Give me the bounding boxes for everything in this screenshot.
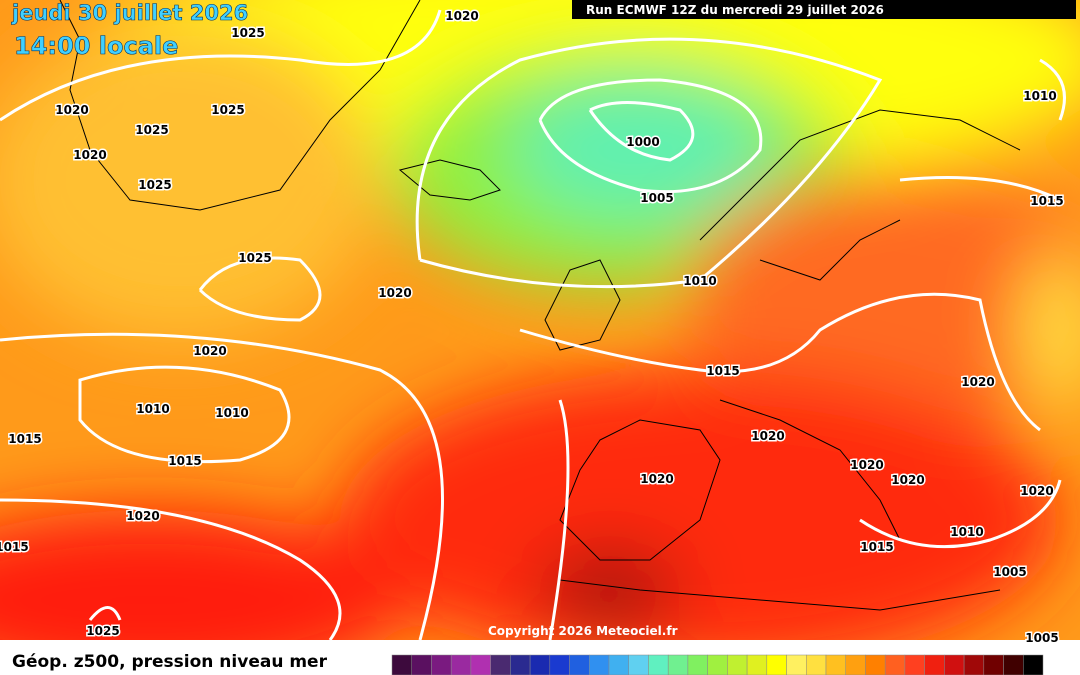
isobar-label: 1025 — [138, 178, 171, 192]
isobar-label: 1025 — [238, 251, 271, 265]
color-swatch — [1023, 654, 1044, 675]
isobar-label: 1000 — [626, 135, 659, 149]
isobar-label: 1005 — [1025, 631, 1058, 645]
isobar-label: 1020 — [891, 473, 924, 487]
isobar-label: 1025 — [135, 123, 168, 137]
color-swatch — [766, 654, 787, 675]
isobar-label: 1015 — [860, 540, 893, 554]
color-swatch — [648, 654, 669, 675]
run-bar — [572, 0, 1076, 19]
color-swatch — [707, 654, 728, 675]
isobar-label: 1015 — [706, 364, 739, 378]
color-swatch — [529, 654, 551, 675]
color-swatch — [569, 654, 590, 675]
color-swatch — [687, 654, 708, 675]
isobar-label: 1020 — [751, 429, 784, 443]
isobar-label: 1010 — [683, 274, 716, 288]
color-swatch — [510, 654, 531, 675]
isobar-label: 1015 — [0, 540, 29, 554]
isobar-label: 1015 — [8, 432, 41, 446]
isobar-label: 1010 — [215, 406, 248, 420]
isobar-label: 1020 — [850, 458, 883, 472]
date: jeudi 30 juillet 2026 — [11, 1, 248, 25]
color-swatch — [628, 654, 649, 675]
isobar-label: 1010 — [950, 525, 983, 539]
isobar-label: 1005 — [640, 191, 673, 205]
isobar-label: 1025 — [86, 624, 119, 638]
color-swatch — [944, 654, 965, 675]
isobar-label: 1020 — [73, 148, 106, 162]
color-swatch — [963, 654, 985, 675]
color-swatch — [1003, 654, 1024, 675]
run-info: Run ECMWF 12Z du mercredi 29 juillet 202… — [586, 3, 884, 17]
color-swatch — [391, 654, 412, 675]
isobar-label: 1020 — [961, 375, 994, 389]
color-swatch — [450, 654, 472, 675]
isobar-label: 1010 — [136, 402, 169, 416]
color-swatch — [727, 654, 748, 675]
copyright: Copyright 2026 Meteociel.fr — [488, 624, 678, 638]
time: 14:00 locale — [14, 32, 178, 60]
legend-title: Géop. z500, pression niveau mer — [12, 652, 328, 672]
isobar-label: 1025 — [211, 103, 244, 117]
color-scale — [391, 654, 1044, 675]
color-swatch — [983, 654, 1004, 675]
color-swatch — [884, 654, 906, 675]
isobar-label: 1020 — [193, 344, 226, 358]
color-swatch — [667, 654, 689, 675]
isobar-label: 1020 — [445, 9, 478, 23]
isobar-label: 1025 — [231, 26, 264, 40]
color-swatch — [431, 654, 452, 675]
isobar-label: 1015 — [1030, 194, 1063, 208]
isobar-label: 1020 — [640, 472, 673, 486]
color-swatch — [490, 654, 511, 675]
isobar-label: 1020 — [126, 509, 159, 523]
color-swatch — [845, 654, 866, 675]
color-swatch — [825, 654, 846, 675]
isobar-label: 1020 — [378, 286, 411, 300]
color-swatch — [746, 654, 768, 675]
color-swatch — [924, 654, 945, 675]
color-swatch — [806, 654, 827, 675]
color-swatch — [470, 654, 491, 675]
isobar-label: 1010 — [1023, 89, 1056, 103]
color-swatch — [549, 654, 570, 675]
color-swatch — [411, 654, 432, 675]
isobar-labels: 1020 1025 1020 1025 1025 1020 1025 1000 1005 1010… — [0, 8, 1065, 647]
isobar-label: 1015 — [168, 454, 201, 468]
isobar-label: 1020 — [1020, 484, 1053, 498]
color-swatch — [904, 654, 925, 675]
color-swatch — [608, 654, 629, 675]
isobar-label: 1005 — [993, 565, 1026, 579]
isobar-label: 1020 — [55, 103, 88, 117]
color-swatch — [786, 654, 807, 675]
color-swatch — [589, 654, 610, 675]
color-swatch — [865, 654, 886, 675]
